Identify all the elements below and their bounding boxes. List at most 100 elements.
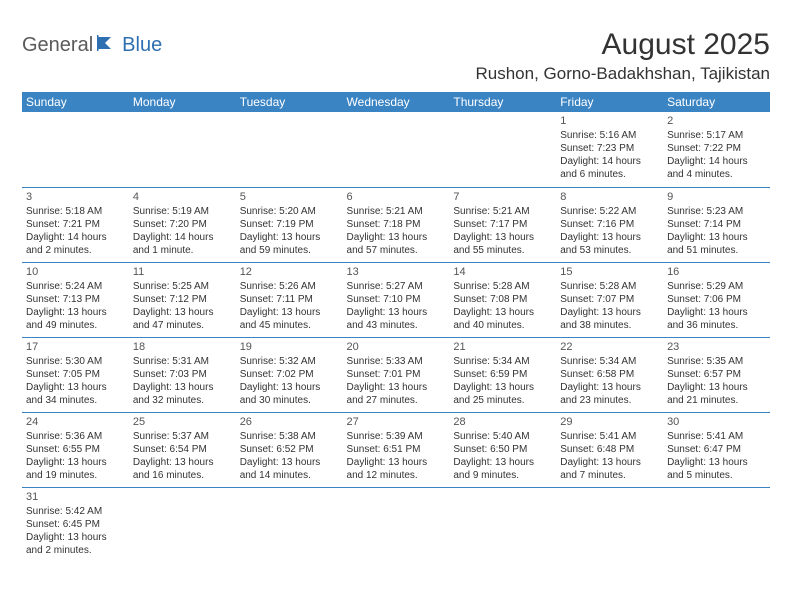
daylight-text: Daylight: 13 hours <box>667 306 766 319</box>
daylight-text: Daylight: 13 hours <box>667 381 766 394</box>
calendar-cell: 19Sunrise: 5:32 AMSunset: 7:02 PMDayligh… <box>236 337 343 412</box>
calendar-cell: 9Sunrise: 5:23 AMSunset: 7:14 PMDaylight… <box>663 187 770 262</box>
sunrise-text: Sunrise: 5:26 AM <box>240 280 339 293</box>
calendar-cell: 11Sunrise: 5:25 AMSunset: 7:12 PMDayligh… <box>129 262 236 337</box>
day-header-row: Sunday Monday Tuesday Wednesday Thursday… <box>22 92 770 112</box>
sunrise-text: Sunrise: 5:21 AM <box>347 205 446 218</box>
daylight-text: and 49 minutes. <box>26 319 125 332</box>
sunset-text: Sunset: 6:59 PM <box>453 368 552 381</box>
day-number: 5 <box>240 190 339 204</box>
sunset-text: Sunset: 7:14 PM <box>667 218 766 231</box>
calendar-cell: 4Sunrise: 5:19 AMSunset: 7:20 PMDaylight… <box>129 187 236 262</box>
daylight-text: and 51 minutes. <box>667 244 766 257</box>
day-number: 2 <box>667 114 766 128</box>
title-block: August 2025 Rushon, Gorno-Badakhshan, Ta… <box>475 28 770 84</box>
daylight-text: Daylight: 13 hours <box>133 381 232 394</box>
daylight-text: and 34 minutes. <box>26 394 125 407</box>
sunrise-text: Sunrise: 5:40 AM <box>453 430 552 443</box>
day-number: 9 <box>667 190 766 204</box>
sunset-text: Sunset: 6:45 PM <box>26 518 125 531</box>
sunset-text: Sunset: 7:06 PM <box>667 293 766 306</box>
daylight-text: Daylight: 13 hours <box>26 456 125 469</box>
sunset-text: Sunset: 7:07 PM <box>560 293 659 306</box>
sunset-text: Sunset: 7:23 PM <box>560 142 659 155</box>
calendar-cell: 27Sunrise: 5:39 AMSunset: 6:51 PMDayligh… <box>343 412 450 487</box>
daylight-text: Daylight: 13 hours <box>26 381 125 394</box>
calendar-cell: 17Sunrise: 5:30 AMSunset: 7:05 PMDayligh… <box>22 337 129 412</box>
sunrise-text: Sunrise: 5:28 AM <box>453 280 552 293</box>
day-number: 28 <box>453 415 552 429</box>
daylight-text: and 1 minute. <box>133 244 232 257</box>
day-number: 30 <box>667 415 766 429</box>
day-number: 13 <box>347 265 446 279</box>
daylight-text: Daylight: 13 hours <box>667 231 766 244</box>
day-number: 29 <box>560 415 659 429</box>
daylight-text: Daylight: 13 hours <box>26 306 125 319</box>
daylight-text: Daylight: 13 hours <box>347 231 446 244</box>
sunrise-text: Sunrise: 5:36 AM <box>26 430 125 443</box>
daylight-text: Daylight: 13 hours <box>453 381 552 394</box>
sunset-text: Sunset: 7:05 PM <box>26 368 125 381</box>
calendar-cell <box>22 112 129 187</box>
calendar-cell: 20Sunrise: 5:33 AMSunset: 7:01 PMDayligh… <box>343 337 450 412</box>
sunrise-text: Sunrise: 5:29 AM <box>667 280 766 293</box>
daylight-text: Daylight: 13 hours <box>560 456 659 469</box>
day-number: 15 <box>560 265 659 279</box>
sunset-text: Sunset: 6:57 PM <box>667 368 766 381</box>
daylight-text: and 30 minutes. <box>240 394 339 407</box>
day-number: 22 <box>560 340 659 354</box>
calendar-cell: 24Sunrise: 5:36 AMSunset: 6:55 PMDayligh… <box>22 412 129 487</box>
sunset-text: Sunset: 7:19 PM <box>240 218 339 231</box>
calendar-cell: 26Sunrise: 5:38 AMSunset: 6:52 PMDayligh… <box>236 412 343 487</box>
daylight-text: Daylight: 14 hours <box>133 231 232 244</box>
daylight-text: Daylight: 13 hours <box>240 381 339 394</box>
calendar-cell <box>556 487 663 562</box>
calendar-cell <box>236 112 343 187</box>
sunset-text: Sunset: 7:11 PM <box>240 293 339 306</box>
daylight-text: Daylight: 13 hours <box>133 306 232 319</box>
calendar-cell: 7Sunrise: 5:21 AMSunset: 7:17 PMDaylight… <box>449 187 556 262</box>
calendar-cell <box>129 112 236 187</box>
day-header: Friday <box>556 92 663 112</box>
day-number: 3 <box>26 190 125 204</box>
sunset-text: Sunset: 7:18 PM <box>347 218 446 231</box>
calendar-cell: 16Sunrise: 5:29 AMSunset: 7:06 PMDayligh… <box>663 262 770 337</box>
day-number: 23 <box>667 340 766 354</box>
daylight-text: Daylight: 13 hours <box>240 231 339 244</box>
month-title: August 2025 <box>475 28 770 62</box>
day-number: 20 <box>347 340 446 354</box>
daylight-text: and 2 minutes. <box>26 244 125 257</box>
daylight-text: Daylight: 14 hours <box>26 231 125 244</box>
daylight-text: and 36 minutes. <box>667 319 766 332</box>
sunset-text: Sunset: 7:01 PM <box>347 368 446 381</box>
sunrise-text: Sunrise: 5:41 AM <box>667 430 766 443</box>
calendar-cell: 1Sunrise: 5:16 AMSunset: 7:23 PMDaylight… <box>556 112 663 187</box>
sunset-text: Sunset: 6:48 PM <box>560 443 659 456</box>
header: General Blue August 2025 Rushon, Gorno-B… <box>22 28 770 84</box>
flag-icon <box>97 35 119 56</box>
location: Rushon, Gorno-Badakhshan, Tajikistan <box>475 64 770 84</box>
logo: General Blue <box>22 34 162 57</box>
daylight-text: Daylight: 13 hours <box>347 381 446 394</box>
calendar-cell: 25Sunrise: 5:37 AMSunset: 6:54 PMDayligh… <box>129 412 236 487</box>
sunset-text: Sunset: 7:03 PM <box>133 368 232 381</box>
calendar-cell <box>343 112 450 187</box>
calendar-cell: 5Sunrise: 5:20 AMSunset: 7:19 PMDaylight… <box>236 187 343 262</box>
sunset-text: Sunset: 7:21 PM <box>26 218 125 231</box>
day-header: Saturday <box>663 92 770 112</box>
sunrise-text: Sunrise: 5:35 AM <box>667 355 766 368</box>
day-header: Monday <box>129 92 236 112</box>
day-number: 7 <box>453 190 552 204</box>
daylight-text: and 23 minutes. <box>560 394 659 407</box>
daylight-text: and 7 minutes. <box>560 469 659 482</box>
sunset-text: Sunset: 6:54 PM <box>133 443 232 456</box>
daylight-text: Daylight: 14 hours <box>560 155 659 168</box>
day-header: Thursday <box>449 92 556 112</box>
daylight-text: and 43 minutes. <box>347 319 446 332</box>
calendar-cell <box>663 487 770 562</box>
sunset-text: Sunset: 6:51 PM <box>347 443 446 456</box>
sunset-text: Sunset: 6:58 PM <box>560 368 659 381</box>
daylight-text: Daylight: 13 hours <box>133 456 232 469</box>
calendar-cell <box>449 487 556 562</box>
day-number: 8 <box>560 190 659 204</box>
